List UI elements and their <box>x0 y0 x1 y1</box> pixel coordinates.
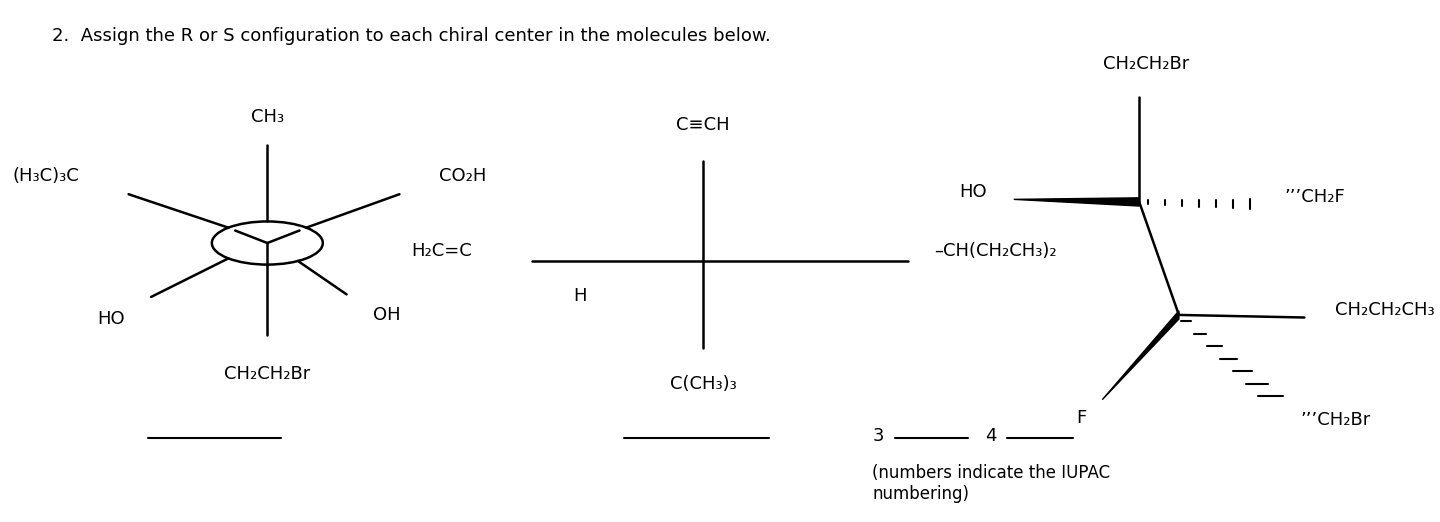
Text: CH₂CH₂Br: CH₂CH₂Br <box>225 365 311 383</box>
Text: H₂C=C: H₂C=C <box>412 242 472 260</box>
Polygon shape <box>1014 198 1139 206</box>
Text: 3: 3 <box>873 426 884 445</box>
Polygon shape <box>1102 311 1179 400</box>
Text: C(CH₃)₃: C(CH₃)₃ <box>670 375 737 393</box>
Text: –CH(CH₂CH₃)₂: –CH(CH₂CH₃)₂ <box>935 242 1057 260</box>
Text: H: H <box>573 287 588 305</box>
Text: HO: HO <box>959 183 988 200</box>
Text: CH₂CH₂CH₃: CH₂CH₂CH₃ <box>1335 301 1434 319</box>
Text: CO₂H: CO₂H <box>439 167 487 185</box>
Text: 4: 4 <box>985 426 996 445</box>
Text: F: F <box>1076 409 1086 426</box>
Text: (numbers indicate the IUPAC
numbering): (numbers indicate the IUPAC numbering) <box>873 464 1110 503</box>
Text: 2.  Assign the R or S configuration to each chiral center in the molecules below: 2. Assign the R or S configuration to ea… <box>52 27 770 45</box>
Text: OH: OH <box>373 306 400 324</box>
Text: CH₂CH₂Br: CH₂CH₂Br <box>1103 55 1189 73</box>
Text: ’’’CH₂Br: ’’’CH₂Br <box>1300 411 1371 429</box>
Text: HO: HO <box>96 310 125 328</box>
Text: CH₃: CH₃ <box>251 108 284 126</box>
Text: (H₃C)₃C: (H₃C)₃C <box>13 167 79 185</box>
Text: C≡CH: C≡CH <box>677 116 730 134</box>
Text: ’’’CH₂F: ’’’CH₂F <box>1284 188 1345 206</box>
